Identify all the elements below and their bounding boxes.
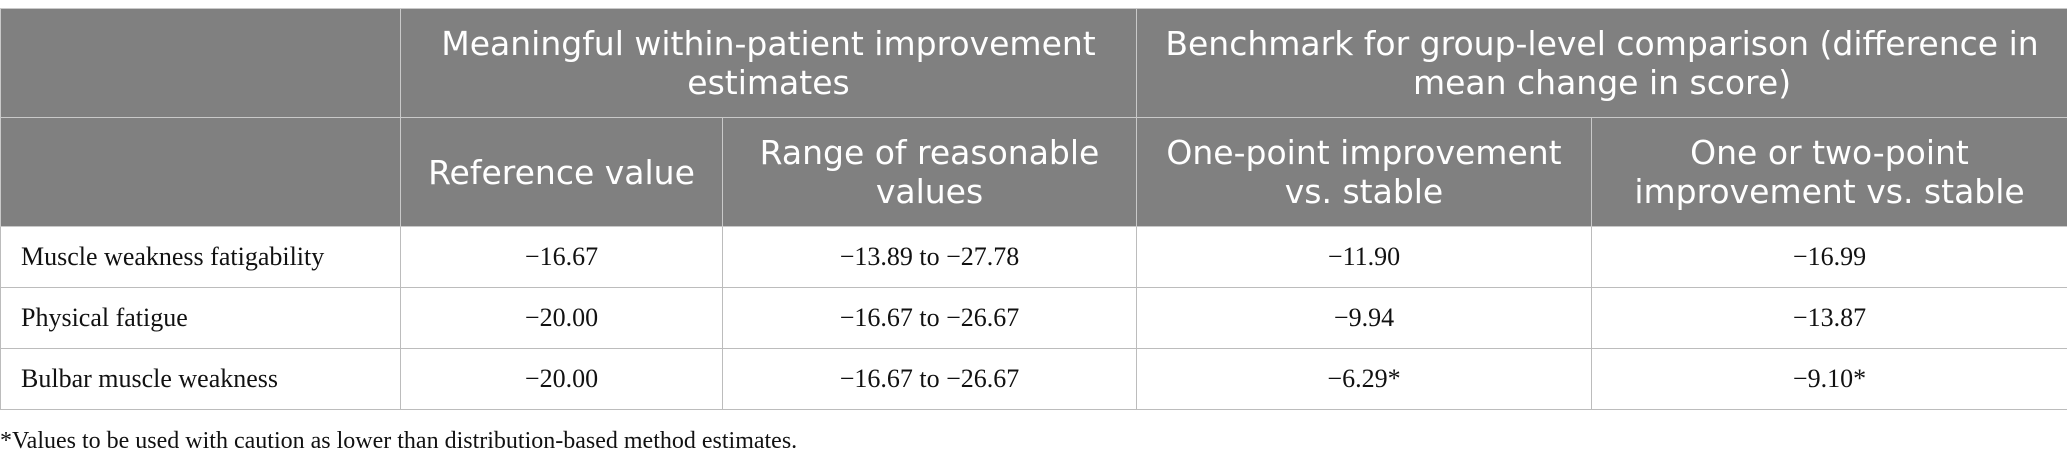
table-cell: −11.90	[1136, 226, 1593, 288]
sub-header-one-or-two-point: One or two-point improvement vs. stable	[1591, 117, 2067, 227]
table-cell: −9.94	[1136, 287, 1593, 349]
row-label: Bulbar muscle weakness	[0, 348, 401, 410]
table-cell: −16.67 to −26.67	[721, 348, 1138, 410]
group-header-benchmark: Benchmark for group-level comparison (di…	[1136, 8, 2067, 118]
group-header-within-patient: Meaningful within-patient improvement es…	[399, 8, 1138, 118]
sub-header-reference-value: Reference value	[400, 117, 723, 227]
row-label: Muscle weakness fatigability	[0, 226, 401, 288]
table-cell: −13.87	[1591, 287, 2067, 349]
table-row: Bulbar muscle weakness −20.00 −16.67 to …	[0, 348, 2067, 410]
sub-header-row: Reference value Range of reasonable valu…	[0, 117, 2067, 227]
table-container: Meaningful within-patient improvement es…	[0, 8, 2067, 410]
group-header-row: Meaningful within-patient improvement es…	[0, 8, 2067, 118]
sub-header-corner-cell	[0, 117, 401, 227]
table-cell: −16.67	[400, 226, 723, 288]
table-row: Physical fatigue −20.00 −16.67 to −26.67…	[0, 287, 2067, 349]
header-corner-cell	[0, 8, 401, 118]
table-row: Muscle weakness fatigability −16.67 −13.…	[0, 226, 2067, 288]
estimates-table: Meaningful within-patient improvement es…	[0, 8, 2067, 410]
sub-header-range: Range of reasonable values	[721, 117, 1138, 227]
sub-header-one-point: One-point improvement vs. stable	[1136, 117, 1593, 227]
table-cell: −9.10*	[1591, 348, 2067, 410]
row-label: Physical fatigue	[0, 287, 401, 349]
table-cell: −20.00	[400, 287, 723, 349]
table-cell: −16.67 to −26.67	[721, 287, 1138, 349]
table-cell: −16.99	[1591, 226, 2067, 288]
table-cell: −13.89 to −27.78	[721, 226, 1138, 288]
table-footnote: *Values to be used with caution as lower…	[0, 428, 798, 454]
table-cell: −6.29*	[1136, 348, 1593, 410]
table-cell: −20.00	[400, 348, 723, 410]
